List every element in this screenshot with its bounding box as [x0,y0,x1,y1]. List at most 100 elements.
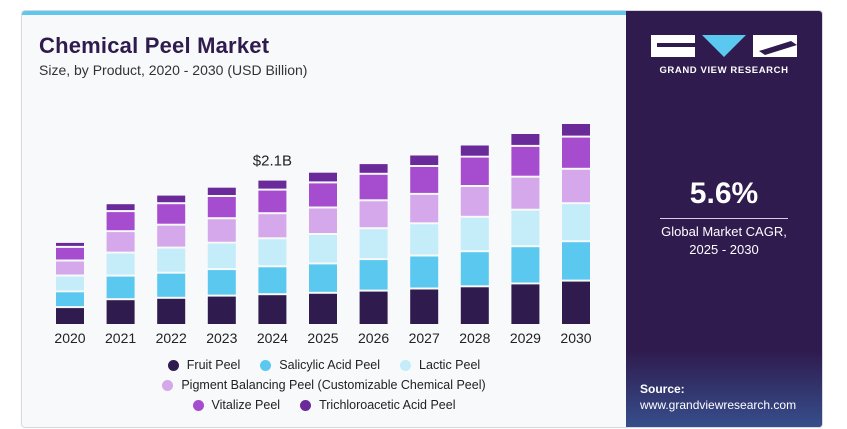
bar-segment [359,260,388,290]
x-tick-label: 2028 [459,330,490,346]
bar-segment [56,308,84,324]
bar-segment [258,214,287,238]
bar-segment [309,172,337,182]
source-block: Source: www.grandviewresearch.com [626,351,822,427]
chart-title: Chemical Peel Market [39,33,270,58]
bar-segment [207,270,236,295]
bar-segment [460,287,489,324]
bar-segment [157,225,186,247]
bar-segment [460,217,489,251]
bar-segment [207,197,236,218]
bar-segment [359,291,388,324]
bar-segment [56,261,84,275]
x-tick-label: 2024 [257,330,288,346]
legend-row: Pigment Balancing Peel (Customizable Che… [22,375,626,395]
bar-segment [410,167,439,193]
x-tick-label: 2020 [54,330,85,346]
bar-segment [106,300,135,324]
legend-label: Vitalize Peel [211,398,281,412]
legend-label: Salicylic Acid Peel [279,358,381,372]
bar-segment [157,298,186,324]
cagr-label: Global Market CAGR, 2025 - 2030 [646,223,802,259]
chart-panel: 2020 2021 2022 2023 2024 $2.1B 2025 2026 2027 202… [22,15,626,427]
bar-segment [207,243,236,269]
legend-row: Vitalize Peel Trichloroacetic Acid Peel [22,395,626,415]
bar-segment [460,187,489,216]
summary-panel: GRAND VIEW RESEARCH 5.6% Global Market C… [626,11,822,427]
x-tick-label: 2026 [358,330,389,346]
legend-swatch [260,359,272,371]
legend-item-vitalize-peel: Vitalize Peel [192,398,281,412]
bar-segment [207,187,236,195]
bar-segment [258,239,287,266]
bar-segment [157,273,186,297]
accent-bar [22,11,626,15]
legend-label: Pigment Balancing Peel (Customizable Che… [181,378,486,392]
bar-segment [410,194,439,223]
legend-item-fruit-peel: Fruit Peel [167,358,241,372]
bar-segment [460,252,489,286]
bar-segment [157,248,186,272]
legend-item-lactic-peel: Lactic Peel [400,358,480,372]
bar-segment [106,232,135,252]
bar-segment [410,155,439,165]
cagr-value: 5.6% [689,177,759,210]
divider [660,218,788,219]
bar-segment [410,224,439,255]
bar-segment [460,145,489,156]
legend-swatch [400,359,412,371]
legend-swatch [162,379,174,391]
bar-segment [460,157,489,185]
bar-segment [56,292,84,307]
cagr-label-line: Global Market CAGR, [661,224,787,239]
bar-segment [56,242,84,246]
source-label: Source: [640,382,685,396]
bar-segment [410,289,439,324]
bar-segment [258,295,287,324]
bar-segment [562,169,590,203]
bar-segment [106,253,135,275]
bar-segment [207,296,236,324]
bar-segment [511,177,540,209]
bar-segment [562,281,590,324]
bar-segment [258,267,287,294]
bar-segment [309,208,337,233]
bar-segment [56,247,84,260]
report-card: 2020 2021 2022 2023 2024 $2.1B 2025 2026 2027 202… [21,10,823,428]
bar-segment [359,164,388,173]
source-url[interactable]: www.grandviewresearch.com [640,398,797,412]
bar-segment [410,256,439,288]
bar-segment [309,183,337,207]
bar-segment [207,219,236,242]
bar-segment [258,180,287,189]
legend-item-trichloroacetic-acid-peel: Trichloroacetic Acid Peel [300,398,455,412]
bar-segment [309,293,337,324]
legend-label: Lactic Peel [419,358,481,372]
legend-swatch [300,399,312,411]
bar-segment [562,137,590,168]
bar-segment [359,201,388,228]
bar-segment [511,134,540,145]
legend-item-pigment-balancing-peel: Pigment Balancing Peel (Customizable Che… [162,378,486,392]
bar-segment [56,276,84,291]
bar-segment [562,124,590,136]
legend-label: Fruit Peel [186,358,241,372]
bar-segment [309,235,337,263]
bar-segment [511,210,540,246]
bar-segment [562,204,590,241]
bar-segment [258,190,287,213]
bar-segment [106,204,135,211]
bar-segment [511,284,540,324]
bar-segment [309,264,337,292]
x-tick-label: 2030 [560,330,591,346]
bar-segment [511,146,540,176]
x-tick-label: 2027 [409,330,440,346]
x-tick-label: 2022 [156,330,187,346]
bar-segment [562,242,590,280]
bar-segment [359,174,388,200]
stacked-bar-chart: 2020 2021 2022 2023 2024 $2.1B 2025 2026 2027 202… [54,124,592,346]
brand-name: GRAND VIEW RESEARCH [659,65,789,76]
legend-row: Fruit Peel Salicylic Acid Peel Lactic Pe… [22,355,626,375]
bar-segment [157,195,186,203]
x-tick-label: 2021 [105,330,136,346]
